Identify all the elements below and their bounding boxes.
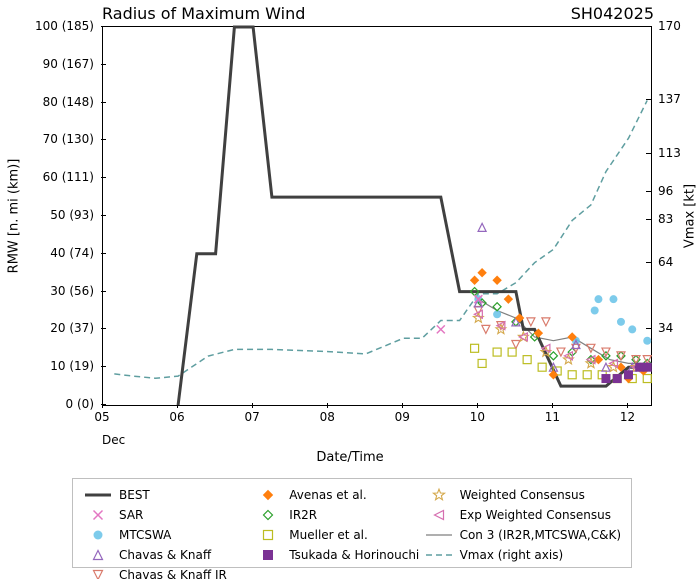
plot-area [102,26,652,406]
y-tick-label: 0 (0) [34,397,94,411]
y-tick-label: 50 (93) [34,208,94,222]
legend-item: SAR [83,505,249,525]
y2-tick-label: 64 [658,255,698,269]
legend-swatch [83,488,113,502]
y-tick-label: 10 (19) [34,359,94,373]
x-tick-label: 06 [162,410,192,424]
legend-label: SAR [119,508,143,522]
y-tick-label: 30 (56) [34,284,94,298]
y-tick-label: 20 (37) [34,321,94,335]
legend-swatch [83,528,113,542]
legend-label: Vmax (right axis) [460,548,564,562]
legend-label: BEST [119,488,150,502]
legend-swatch [83,568,113,579]
legend-swatch [424,548,454,562]
legend-label: Con 3 (IR2R,MTCSWA,C&K) [460,528,621,542]
legend-label: Chavas & Knaff IR [119,568,227,579]
plot-svg [103,27,651,405]
legend-item: Chavas & Knaff IR [83,565,249,579]
legend-swatch [253,488,283,502]
legend-item: MTCSWA [83,525,249,545]
y-tick-label: 40 (74) [34,246,94,260]
x-axis-sublabel: Dec [102,433,125,447]
y2-tick-label: 137 [658,92,698,106]
y-tick-label: 70 (130) [34,132,94,146]
y-tick-label: 60 (111) [34,170,94,184]
legend-label: MTCSWA [119,528,171,542]
legend-item: Mueller et al. [253,525,419,545]
legend-item: Con 3 (IR2R,MTCSWA,C&K) [424,525,621,545]
y-tick-label: 100 (185) [34,19,94,33]
x-tick-label: 11 [537,410,567,424]
legend-item: Avenas et al. [253,485,419,505]
legend-swatch [424,488,454,502]
legend-label: IR2R [289,508,317,522]
x-tick-label: 12 [612,410,642,424]
y2-tick-label: 170 [658,19,698,33]
x-tick-label: 07 [237,410,267,424]
legend-label: Chavas & Knaff [119,548,211,562]
legend-item: Vmax (right axis) [424,545,621,565]
y2-tick-label: 113 [658,146,698,160]
legend-label: Weighted Consensus [460,488,585,502]
legend-item: IR2R [253,505,419,525]
legend-swatch [83,548,113,562]
legend-label: Tsukada & Horinouchi [289,548,419,562]
legend-swatch [424,528,454,542]
x-tick-label: 05 [87,410,117,424]
legend-item: Tsukada & Horinouchi [253,545,419,565]
x-axis-label: Date/Time [0,450,700,465]
legend-swatch [253,548,283,562]
chart-title: Radius of Maximum Wind [102,4,305,23]
y-tick-label: 90 (167) [34,57,94,71]
y2-tick-label: 83 [658,212,698,226]
x-tick-label: 08 [312,410,342,424]
legend-label: Avenas et al. [289,488,366,502]
legend-label: Mueller et al. [289,528,368,542]
chart-id: SH042025 [571,4,654,23]
x-tick-label: 10 [462,410,492,424]
y-axis-label: RMW [n. mi (km)] [7,159,22,274]
legend-item: BEST [83,485,249,505]
legend-swatch [253,528,283,542]
legend-item: Chavas & Knaff [83,545,249,565]
legend-swatch [424,508,454,522]
y2-tick-label: 34 [658,321,698,335]
y2-tick-label: 96 [658,184,698,198]
legend-label: Exp Weighted Consensus [460,508,611,522]
legend-swatch [253,508,283,522]
y-tick-label: 80 (148) [34,95,94,109]
x-tick-label: 09 [387,410,417,424]
legend: BEST Avenas et al. Weighted Consensus SAR IR… [72,478,632,568]
figure: Radius of Maximum Wind SH042025 RMW [n. … [0,0,700,579]
legend-item: Weighted Consensus [424,485,621,505]
legend-item: Exp Weighted Consensus [424,505,621,525]
legend-swatch [83,508,113,522]
